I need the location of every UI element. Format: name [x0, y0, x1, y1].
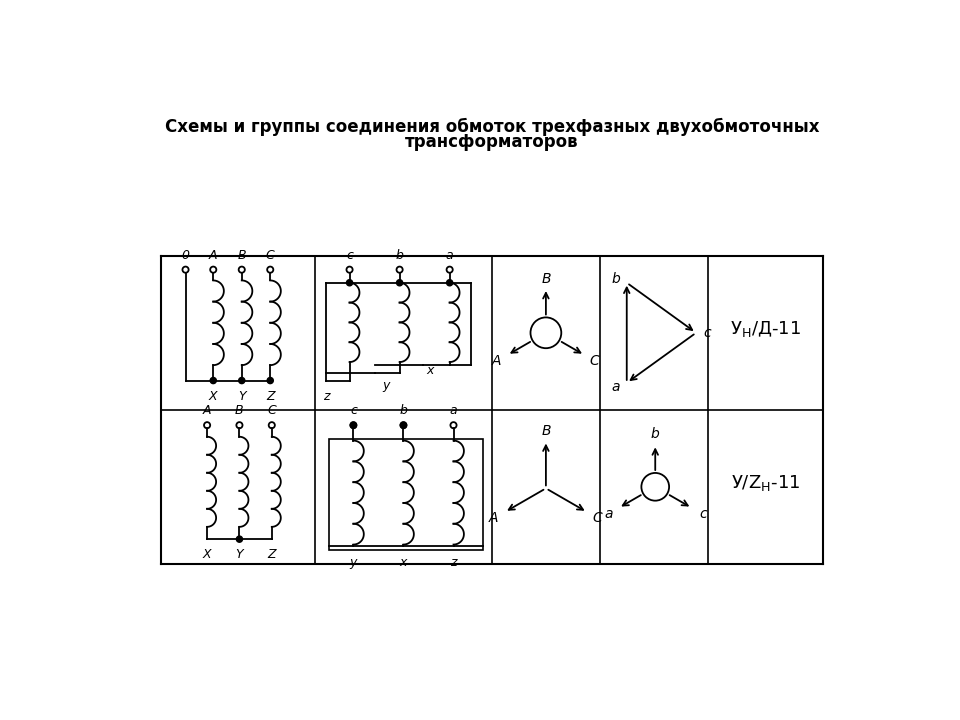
Circle shape: [239, 266, 245, 273]
Text: трансформаторов: трансформаторов: [405, 132, 579, 150]
Circle shape: [347, 279, 352, 286]
Text: Y: Y: [235, 549, 243, 562]
Circle shape: [236, 422, 243, 428]
Circle shape: [350, 422, 356, 428]
Text: A: A: [203, 405, 211, 418]
Text: Схемы и группы соединения обмоток трехфазных двухобмоточных: Схемы и группы соединения обмоток трехфа…: [165, 117, 819, 135]
Text: Z: Z: [268, 549, 276, 562]
Text: b: b: [612, 272, 620, 286]
Text: B: B: [237, 249, 246, 262]
Text: z: z: [324, 390, 329, 402]
Text: c: c: [699, 507, 707, 521]
Text: a: a: [604, 507, 612, 521]
Text: X: X: [203, 549, 211, 562]
Circle shape: [446, 266, 453, 273]
Text: A: A: [209, 249, 218, 262]
Text: a: a: [612, 379, 620, 394]
Text: c: c: [350, 405, 357, 418]
Circle shape: [400, 422, 406, 428]
Circle shape: [236, 536, 243, 542]
Circle shape: [204, 422, 210, 428]
Text: x: x: [399, 556, 407, 569]
Text: C: C: [266, 249, 275, 262]
Text: 0: 0: [181, 249, 189, 262]
Text: B: B: [541, 423, 551, 438]
Text: X: X: [209, 390, 218, 402]
Circle shape: [210, 266, 216, 273]
Text: A: A: [489, 511, 498, 526]
Text: Y: Y: [238, 390, 246, 402]
Circle shape: [239, 377, 245, 384]
Text: b: b: [396, 249, 403, 262]
Circle shape: [396, 266, 402, 273]
Circle shape: [267, 266, 274, 273]
Text: x: x: [426, 364, 434, 377]
Text: A: A: [492, 354, 501, 369]
Circle shape: [450, 422, 457, 428]
Text: y: y: [349, 556, 357, 569]
Text: У$_{\mathsf{Н}}$/Д-11: У$_{\mathsf{Н}}$/Д-11: [730, 319, 801, 339]
Text: У/Z$_{\mathsf{Н}}$-11: У/Z$_{\mathsf{Н}}$-11: [731, 473, 800, 493]
Circle shape: [396, 279, 402, 286]
Text: B: B: [235, 405, 244, 418]
Text: c: c: [703, 325, 710, 340]
Text: Z: Z: [266, 390, 275, 402]
Text: y: y: [382, 379, 390, 392]
Circle shape: [210, 377, 216, 384]
Text: a: a: [449, 405, 457, 418]
Text: c: c: [347, 249, 353, 262]
Circle shape: [182, 266, 188, 273]
Text: C: C: [588, 354, 599, 369]
Circle shape: [446, 279, 453, 286]
Circle shape: [267, 377, 274, 384]
Text: z: z: [450, 556, 457, 569]
Text: B: B: [541, 272, 551, 286]
Text: b: b: [399, 405, 407, 418]
Circle shape: [400, 422, 406, 428]
Text: a: a: [445, 249, 453, 262]
Circle shape: [347, 266, 352, 273]
Circle shape: [269, 422, 275, 428]
Text: C: C: [268, 405, 276, 418]
Circle shape: [350, 422, 356, 428]
Text: b: b: [651, 428, 660, 441]
Text: C: C: [592, 511, 602, 526]
